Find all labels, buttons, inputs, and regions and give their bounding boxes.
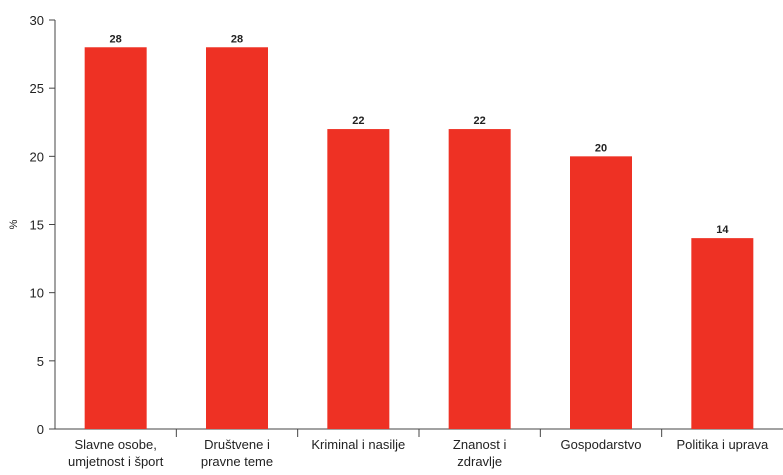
y-tick-label: 20: [30, 149, 44, 164]
y-tick-label: 5: [37, 354, 44, 369]
y-tick-label: 0: [37, 422, 44, 437]
bar: [448, 129, 511, 430]
x-tick-label: Društvene i pravne teme: [201, 437, 273, 469]
bar: [84, 47, 147, 430]
bar: [206, 47, 268, 430]
bar: [327, 129, 390, 430]
labels: 0 5 10 15 20 25 30% 28 Slavne osobe, umjetnost i …: [8, 13, 769, 469]
data-label: 20: [595, 142, 607, 154]
data-label: 22: [352, 115, 364, 127]
data-label: 22: [474, 115, 486, 127]
y-axis-title: %: [8, 219, 20, 229]
y-tick-label: 30: [30, 13, 44, 28]
axes: [49, 19, 783, 437]
bar: [570, 156, 632, 430]
x-tick-label: Znanost i zdravlje: [453, 437, 507, 469]
y-tick-label: 25: [30, 81, 44, 96]
x-tick-label: Slavne osobe, umjetnost i šport: [68, 437, 164, 469]
y-tick-label: 10: [30, 286, 44, 301]
data-label: 28: [231, 33, 243, 45]
data-label: 28: [110, 33, 122, 45]
y-tick-label: 15: [30, 218, 44, 233]
bar: [691, 238, 754, 429]
bars: [84, 47, 754, 430]
x-tick-label: Kriminal i nasilje: [311, 437, 405, 452]
x-tick-label: Politika i uprava: [676, 437, 769, 452]
data-label: 14: [716, 224, 729, 236]
x-tick-label: Gospodarstvo: [561, 437, 642, 452]
